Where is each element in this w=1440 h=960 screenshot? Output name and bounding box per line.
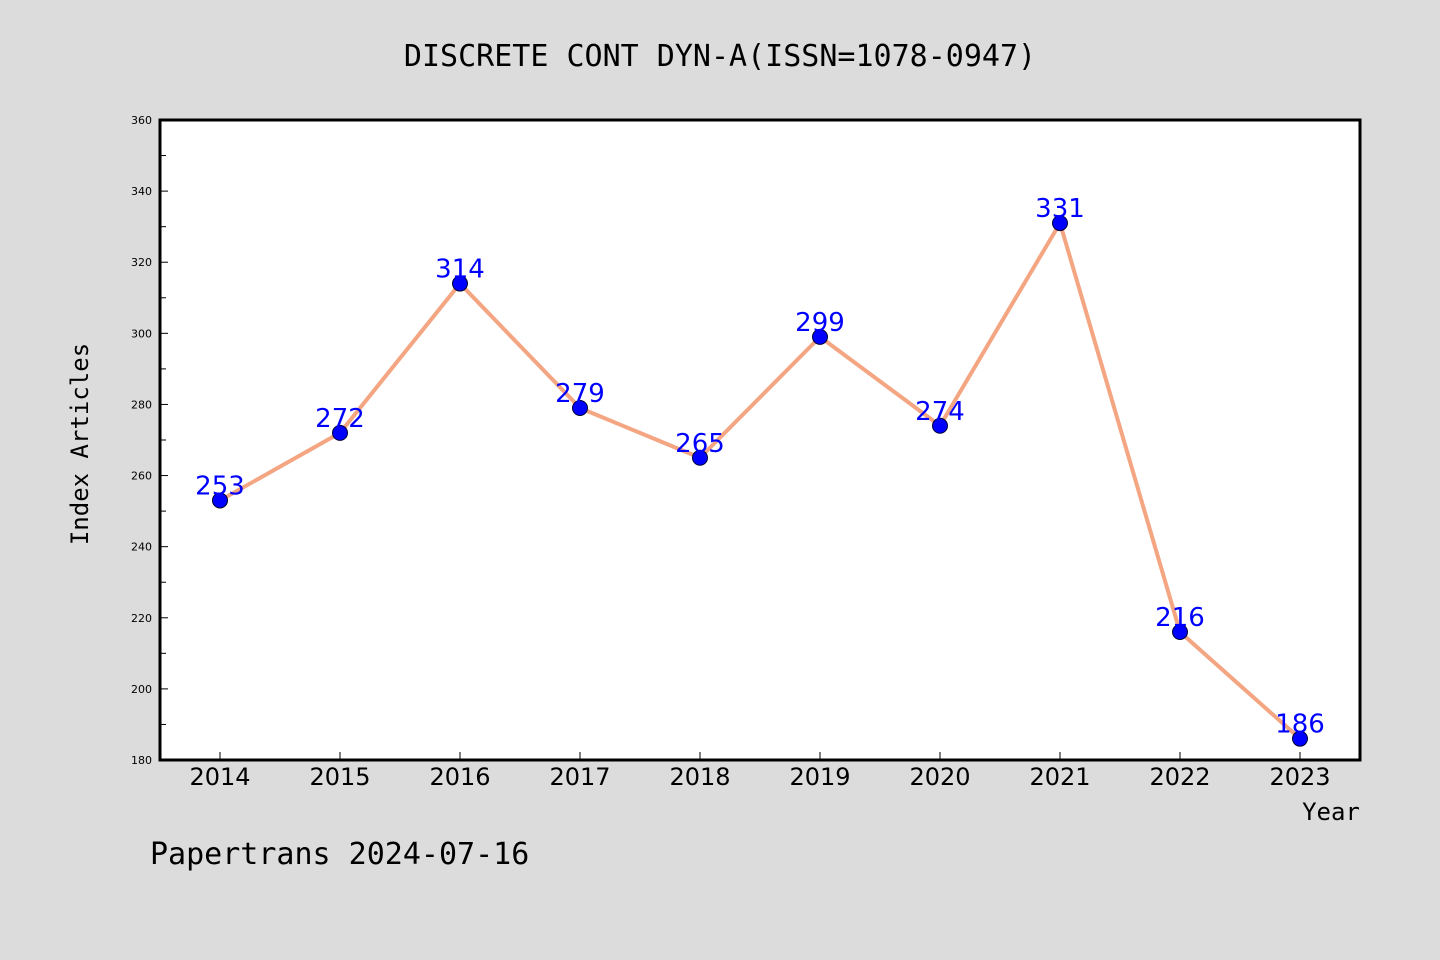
- x-tick-label: 2018: [669, 763, 730, 791]
- x-tick-label: 2016: [429, 763, 490, 791]
- y-tick-label: 240: [131, 541, 152, 554]
- data-point: [452, 275, 468, 292]
- data-label: 253: [195, 471, 245, 501]
- data-label: 274: [915, 397, 965, 427]
- data-label: 272: [315, 404, 365, 434]
- data-point: [212, 492, 228, 509]
- y-tick-label: 280: [131, 398, 152, 411]
- data-label: 279: [555, 379, 605, 409]
- y-tick-label: 300: [131, 327, 152, 340]
- x-tick-label: 2017: [549, 763, 610, 791]
- plot-frame: [158, 118, 1362, 762]
- x-axis-label: Year: [1302, 798, 1360, 826]
- x-tick-label: 2020: [909, 763, 970, 791]
- plot-area: [160, 120, 1360, 760]
- y-axis-label: Index Articles: [66, 343, 94, 545]
- data-point: [572, 400, 588, 416]
- x-tick-label: 2023: [1269, 763, 1330, 791]
- x-axis: 2014 2015 2016 2017 2018 2019 2020 2021 2022 2023: [189, 752, 1331, 791]
- data-point: [1292, 730, 1308, 747]
- x-tick-label: 2022: [1149, 763, 1210, 791]
- data-label: 265: [675, 429, 725, 459]
- x-tick-label: 2019: [789, 763, 850, 791]
- x-tick-label: 2021: [1029, 763, 1090, 791]
- x-tick-label: 2015: [309, 763, 370, 791]
- y-tick-label: 200: [131, 683, 152, 696]
- footer-watermark: Papertrans 2024-07-16: [150, 837, 529, 872]
- data-point: [1172, 624, 1188, 640]
- data-label: 331: [1035, 194, 1085, 224]
- data-point: [1052, 215, 1068, 232]
- y-tick-label: 340: [131, 185, 152, 198]
- y-tick-label: 220: [131, 612, 152, 625]
- data-point: [692, 449, 708, 466]
- data-point: [332, 424, 348, 441]
- series-line: [219, 221, 1302, 741]
- y-tick-label: 260: [131, 470, 152, 483]
- y-tick-label: 320: [131, 256, 152, 269]
- data-label: 186: [1275, 710, 1325, 740]
- data-point: [932, 417, 948, 434]
- y-tick-label: 360: [131, 114, 152, 127]
- series-markers: [212, 215, 1308, 747]
- data-label: 314: [435, 255, 485, 285]
- data-labels: 253 272 314 279 265 299 274 331 216 186: [195, 194, 1325, 740]
- x-tick-label: 2014: [189, 763, 250, 791]
- data-label: 216: [1155, 603, 1205, 633]
- y-tick-label: 180: [131, 754, 152, 767]
- data-label: 299: [795, 308, 845, 338]
- chart-title: DISCRETE CONT DYN-A(ISSN=1078-0947): [404, 39, 1036, 74]
- data-point: [812, 328, 828, 345]
